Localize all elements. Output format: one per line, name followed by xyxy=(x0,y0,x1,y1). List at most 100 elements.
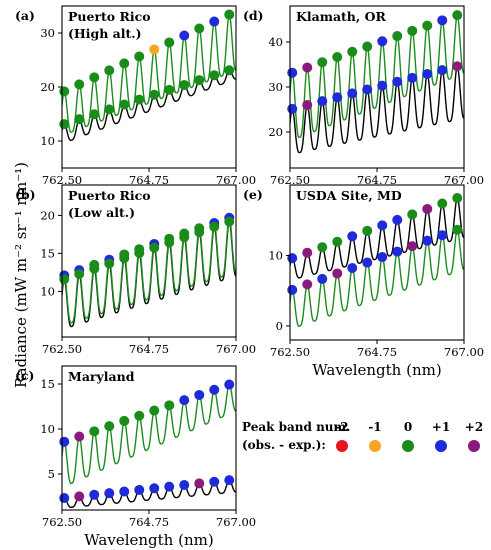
peak-marker-lower-7 xyxy=(392,214,403,225)
peak-marker-upper-8 xyxy=(179,30,190,41)
peak-marker-upper-6 xyxy=(149,405,160,416)
expected-curve xyxy=(290,229,464,327)
x-tick-label: 764.75 xyxy=(129,173,169,187)
peak-marker-lower-0 xyxy=(59,493,70,504)
markers-b xyxy=(59,212,235,285)
peak-marker-lower-3 xyxy=(332,92,343,103)
panel-title: Puerto Rico xyxy=(68,188,151,203)
panel-title: Maryland xyxy=(68,369,135,384)
y-tick-label: 20 xyxy=(40,80,55,94)
observed-curve xyxy=(290,65,464,154)
peak-marker-lower-5 xyxy=(134,248,145,259)
peak-marker-upper-5 xyxy=(134,410,145,421)
x-tick-label: 762.50 xyxy=(42,173,82,187)
peak-marker-lower-9 xyxy=(194,75,205,86)
panel-letter: (a) xyxy=(15,8,35,23)
legend-title-line2: (obs. - exp.): xyxy=(242,438,326,452)
x-tick-label: 762.50 xyxy=(42,342,82,356)
peak-marker-upper-7 xyxy=(392,31,403,42)
expected-curve xyxy=(290,14,464,139)
panels: 762.50 764.75 767.00 10 20 30 (a) Puerto Rico (H… xyxy=(15,5,484,549)
legend-title-line1: Peak band num. xyxy=(242,420,350,434)
peak-marker-upper-9 xyxy=(194,23,205,34)
curves-b xyxy=(62,217,236,328)
peak-marker-upper-10 xyxy=(437,15,448,26)
peak-marker-lower-10 xyxy=(437,65,448,76)
panel-letter: (b) xyxy=(15,187,36,202)
peak-marker-upper-10 xyxy=(209,384,220,395)
panel-title: Puerto Rico xyxy=(68,9,151,24)
legend-item-label: +2 xyxy=(465,420,483,434)
peak-marker-lower-10 xyxy=(209,476,220,487)
plot-frame xyxy=(289,184,465,341)
peak-marker-lower-3 xyxy=(104,104,115,115)
y-tick-label: 30 xyxy=(268,80,283,94)
peak-marker-upper-6 xyxy=(377,36,388,47)
peak-marker-lower-4 xyxy=(119,253,130,264)
y-axis-label: Radiance (mW m⁻² sr⁻¹ nm⁻¹) xyxy=(12,162,30,388)
peak-marker-lower-3 xyxy=(104,258,115,269)
peak-marker-upper-2 xyxy=(89,426,100,437)
x-tick-label: 767.00 xyxy=(444,345,484,359)
observed-curve xyxy=(62,69,236,142)
x-axis-label: Wavelength (nm) xyxy=(312,361,441,379)
peak-marker-lower-9 xyxy=(194,478,205,489)
peak-marker-upper-5 xyxy=(362,257,373,268)
y-tick-label: 20 xyxy=(40,208,55,222)
peak-marker-lower-8 xyxy=(179,79,190,90)
peak-marker-lower-3 xyxy=(104,488,115,499)
x-tick-label: 762.50 xyxy=(270,345,310,359)
expected-curve xyxy=(62,13,236,133)
peak-marker-lower-2 xyxy=(317,242,328,253)
legend: Peak band num. (obs. - exp.): -2 -1 0 +1 +2 xyxy=(242,420,483,452)
legend-item-label: -1 xyxy=(368,420,381,434)
peak-marker-upper-2 xyxy=(317,57,328,68)
peak-marker-upper-8 xyxy=(407,25,418,36)
peak-marker-lower-1 xyxy=(302,247,313,258)
panel-c: 762.50 764.75 767.00 5 10 15 (c) Maryland Wavele… xyxy=(15,365,256,549)
peak-marker-lower-11 xyxy=(224,475,235,486)
peak-marker-lower-11 xyxy=(452,61,463,72)
peak-marker-lower-1 xyxy=(74,114,85,125)
y-tick-label: 10 xyxy=(268,248,283,262)
peak-marker-lower-7 xyxy=(164,84,175,95)
peak-marker-lower-5 xyxy=(134,484,145,495)
y-tick-label: 0 xyxy=(276,319,283,333)
x-axis-label: Wavelength (nm) xyxy=(84,531,213,549)
peak-marker-lower-9 xyxy=(422,203,433,214)
peak-marker-lower-0 xyxy=(59,274,70,285)
peak-marker-lower-2 xyxy=(89,109,100,120)
peak-marker-upper-3 xyxy=(332,52,343,62)
peak-marker-upper-0 xyxy=(59,436,70,447)
peak-marker-upper-3 xyxy=(104,421,115,432)
peak-marker-upper-10 xyxy=(209,16,220,27)
curves-d xyxy=(290,14,464,154)
peak-marker-lower-7 xyxy=(164,481,175,492)
y-tick-label: 10 xyxy=(40,284,55,298)
x-tick-label: 764.75 xyxy=(357,345,397,359)
legend-item-marker xyxy=(435,440,447,452)
peak-marker-upper-3 xyxy=(104,65,115,76)
expected-curve xyxy=(62,383,236,485)
peak-marker-upper-8 xyxy=(407,241,418,252)
markers-a xyxy=(59,9,235,130)
y-tick-label: 10 xyxy=(40,422,55,436)
peak-marker-lower-6 xyxy=(149,483,160,494)
expected-curve xyxy=(62,217,236,324)
peak-marker-upper-4 xyxy=(347,46,358,57)
y-tick-label: 30 xyxy=(40,26,55,40)
y-tick-label: 10 xyxy=(40,134,55,148)
panel-letter: (c) xyxy=(15,368,34,383)
peak-marker-upper-7 xyxy=(164,37,175,48)
x-tick-label: 762.50 xyxy=(270,173,310,187)
panel-letter: (d) xyxy=(243,8,264,23)
peak-marker-upper-4 xyxy=(347,263,358,273)
x-tick-label: 764.75 xyxy=(129,515,169,529)
x-tick-label: 762.50 xyxy=(42,515,82,529)
plot-frame xyxy=(289,5,465,169)
legend-item-marker xyxy=(369,440,381,452)
panel-letter: (e) xyxy=(243,187,263,202)
panel-b: 762.50 764.75 767.00 10 15 20 (b) Puerto Rico (L… xyxy=(15,184,256,356)
peak-marker-lower-5 xyxy=(362,225,373,236)
